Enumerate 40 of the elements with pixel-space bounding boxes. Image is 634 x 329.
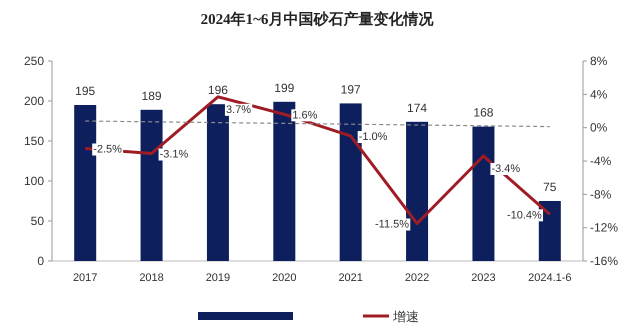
- legend-label: 增速: [392, 309, 419, 324]
- y2-tick-label: 4%: [590, 87, 608, 102]
- data-label: -11.5%: [375, 218, 410, 230]
- y-tick-label: 50: [30, 214, 44, 228]
- data-label: -3.4%: [491, 163, 520, 175]
- x-tick-label: 2019: [206, 272, 230, 284]
- data-label: 189: [142, 88, 162, 103]
- data-label: 195: [75, 84, 96, 98]
- data-label: -2.5%: [93, 144, 122, 156]
- x-tick-label: 2023: [471, 272, 496, 284]
- y-tick-label: 150: [24, 134, 44, 148]
- y-tick-label: 100: [24, 174, 44, 188]
- data-label: 1.6%: [292, 109, 318, 122]
- x-tick-label: 2018: [139, 272, 164, 284]
- data-label: -10.4%: [506, 209, 542, 222]
- data-label: -1.0%: [358, 131, 388, 143]
- x-tick-label: 2017: [72, 272, 98, 284]
- y2-tick-label: -12%: [590, 220, 618, 235]
- y2-tick-label: 0%: [590, 120, 608, 135]
- y-tick-label: 200: [24, 94, 44, 108]
- x-tick-label: 2024.1-6: [528, 272, 572, 284]
- data-label: 3.7%: [226, 104, 252, 116]
- y2-tick-label: -8%: [590, 187, 612, 202]
- data-label: 174: [407, 100, 428, 115]
- y2-tick-label: -16%: [590, 254, 618, 268]
- data-label: 196: [208, 83, 228, 98]
- legend: 增速: [198, 309, 419, 324]
- y-tick-label: 0: [37, 254, 44, 268]
- y2-tick-label: 8%: [590, 54, 608, 68]
- x-tick-label: 2021: [338, 272, 363, 284]
- chart-title: 2024年1~6月中国砂石产量变化情况: [200, 10, 434, 28]
- y2-tick-label: -4%: [590, 154, 612, 168]
- y-tick-label: 250: [24, 54, 44, 68]
- data-label: 168: [473, 106, 494, 120]
- data-label: 199: [274, 80, 295, 95]
- data-label: 197: [340, 82, 362, 96]
- x-tick-label: 2022: [404, 272, 430, 284]
- x-tick-label: 2020: [272, 272, 297, 284]
- data-label: 75: [543, 180, 557, 194]
- data-label: -3.1%: [160, 148, 189, 160]
